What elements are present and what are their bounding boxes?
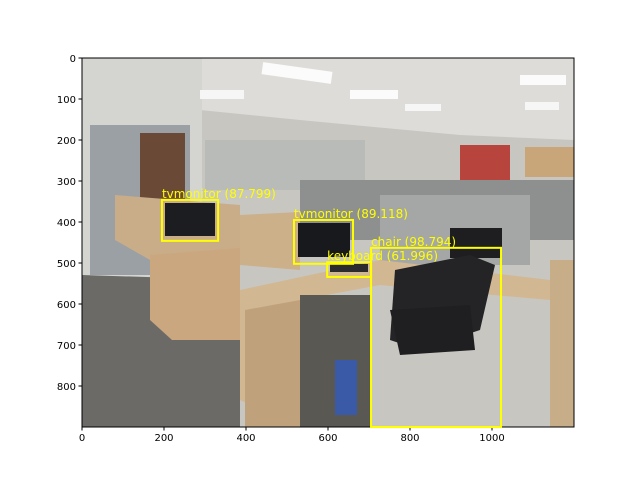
x-tick-label: 200 <box>154 433 173 444</box>
x-tick-label: 800 <box>400 433 419 444</box>
detection-label: keyboard (61.996) <box>327 249 438 263</box>
x-tick-label: 600 <box>318 433 337 444</box>
y-tick-label: 600 <box>57 300 76 311</box>
y-tick-label: 700 <box>57 341 76 352</box>
y-tick-label: 100 <box>57 95 76 106</box>
y-tick-label: 200 <box>57 136 76 147</box>
y-tick-label: 300 <box>57 177 76 188</box>
detection-label: tvmonitor (87.799) <box>162 187 276 201</box>
y-tick-label: 800 <box>57 382 76 393</box>
y-tick-label: 500 <box>57 259 76 270</box>
detection-box <box>160 198 220 242</box>
detection-box <box>370 246 503 428</box>
detection-label: chair (98.794) <box>371 235 456 249</box>
detection-label: tvmonitor (89.118) <box>294 207 408 221</box>
x-tick-label: 1000 <box>479 433 504 444</box>
y-tick-label: 0 <box>70 54 76 65</box>
x-tick-label: 400 <box>236 433 255 444</box>
detection-box <box>292 218 355 265</box>
y-tick-label: 400 <box>57 218 76 229</box>
x-tick-label: 0 <box>79 433 85 444</box>
